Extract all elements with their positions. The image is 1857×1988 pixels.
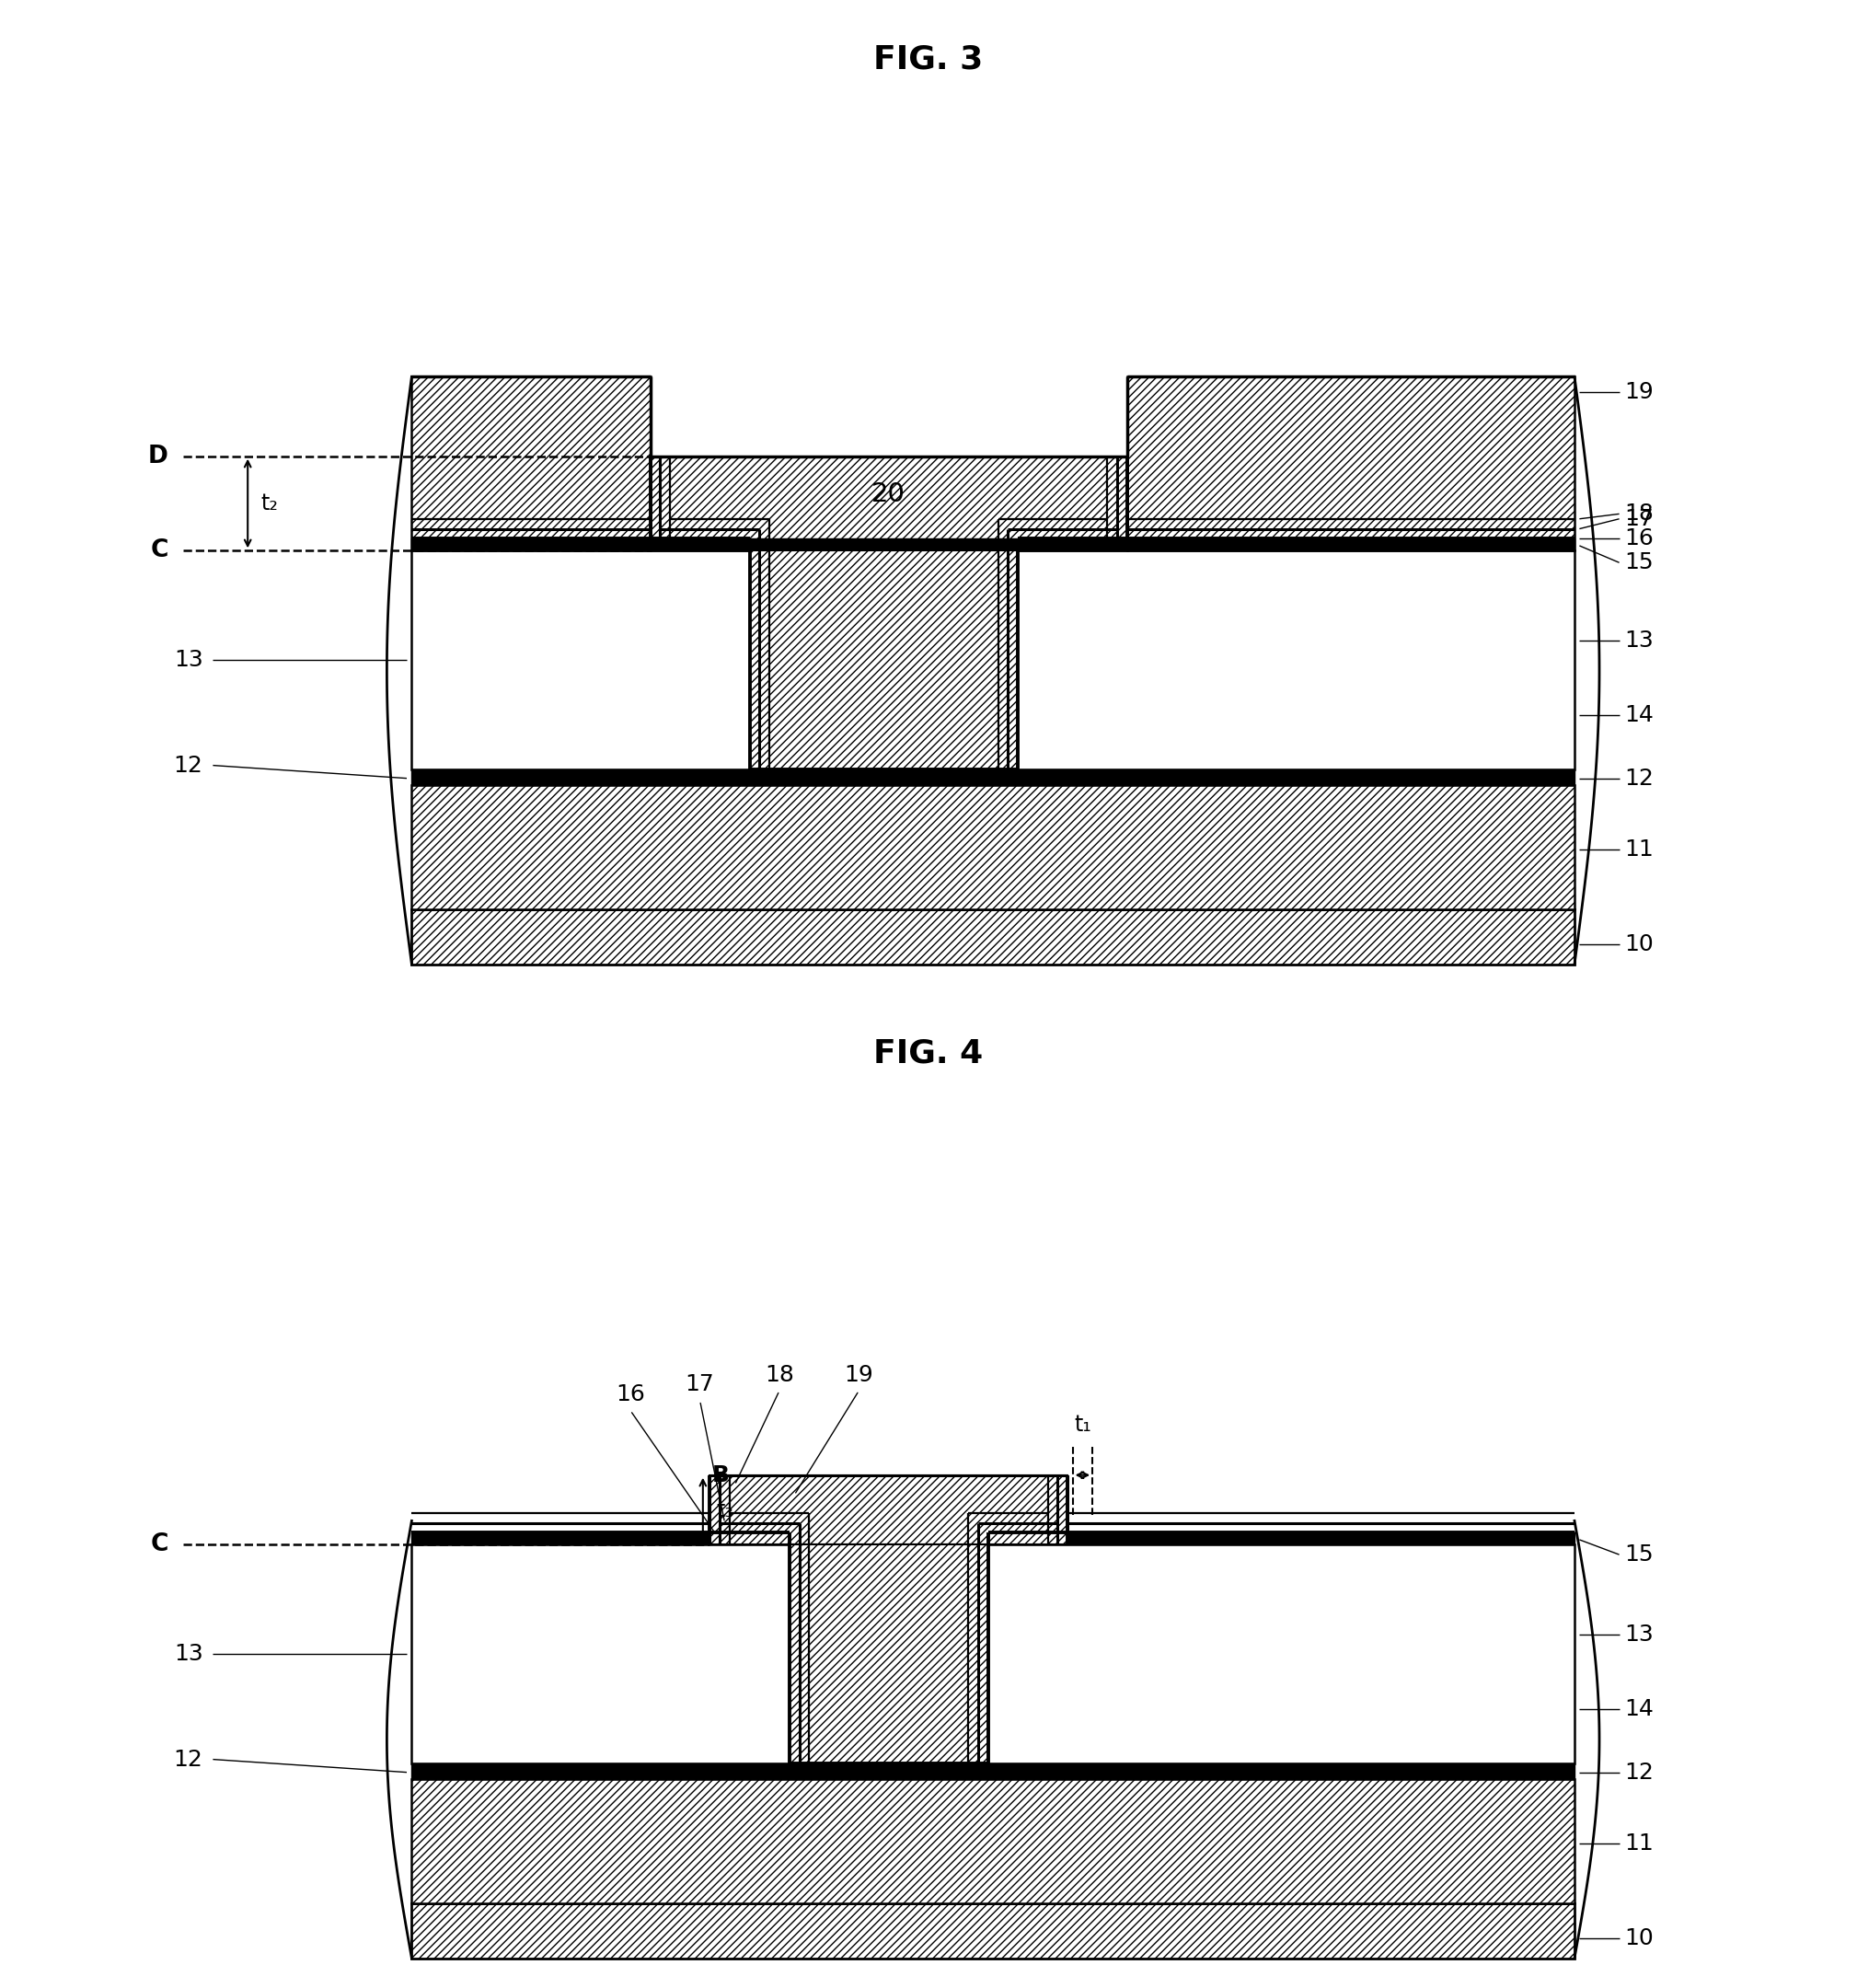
Text: FIG. 3: FIG. 3: [873, 44, 984, 76]
Text: 20: 20: [871, 481, 906, 507]
Text: 13: 13: [175, 648, 202, 672]
Text: 18: 18: [1625, 503, 1653, 525]
Text: 12: 12: [175, 753, 202, 777]
Text: 11: 11: [1625, 1833, 1653, 1855]
Text: 16: 16: [1625, 527, 1653, 551]
Text: 15: 15: [1625, 1543, 1653, 1567]
Text: t₁: t₁: [1073, 1413, 1092, 1435]
Text: t₃: t₃: [715, 1499, 734, 1521]
Bar: [412, 539, 1575, 551]
Text: 12: 12: [1625, 1761, 1653, 1783]
Text: 19: 19: [1625, 380, 1653, 404]
Text: 10: 10: [1625, 1926, 1653, 1950]
Bar: [412, 769, 1575, 785]
Text: 19: 19: [845, 1364, 873, 1386]
Text: 17: 17: [1625, 507, 1653, 531]
Bar: [1127, 376, 1575, 551]
Text: C: C: [150, 1533, 169, 1557]
Text: 14: 14: [1625, 1698, 1653, 1720]
Text: 12: 12: [1625, 767, 1653, 789]
Bar: [412, 551, 1575, 769]
Bar: [412, 909, 1575, 964]
Bar: [412, 1779, 1575, 1905]
Text: 11: 11: [1625, 839, 1653, 861]
Text: FIG. 4: FIG. 4: [873, 1038, 984, 1070]
Bar: [412, 785, 1575, 911]
Text: 13: 13: [175, 1642, 202, 1666]
Bar: [789, 1545, 988, 1763]
Text: 16: 16: [617, 1384, 644, 1406]
Text: 12: 12: [175, 1747, 202, 1771]
Text: 17: 17: [685, 1374, 715, 1396]
Text: C: C: [150, 539, 169, 563]
Text: D: D: [149, 443, 169, 469]
Text: 13: 13: [1625, 1622, 1653, 1646]
Bar: [709, 1475, 1068, 1545]
Text: B: B: [713, 1463, 730, 1487]
Text: 10: 10: [1625, 932, 1653, 956]
Bar: [650, 455, 1127, 551]
Text: 13: 13: [1625, 628, 1653, 652]
Bar: [412, 1545, 1575, 1763]
Bar: [412, 1763, 1575, 1779]
Text: 14: 14: [1625, 704, 1653, 726]
Bar: [750, 551, 1018, 769]
Bar: [412, 1533, 1575, 1545]
Text: 18: 18: [765, 1364, 795, 1386]
Text: 15: 15: [1625, 551, 1653, 575]
Bar: [412, 1905, 1575, 1958]
Bar: [412, 376, 650, 551]
Text: t₂: t₂: [260, 493, 279, 515]
